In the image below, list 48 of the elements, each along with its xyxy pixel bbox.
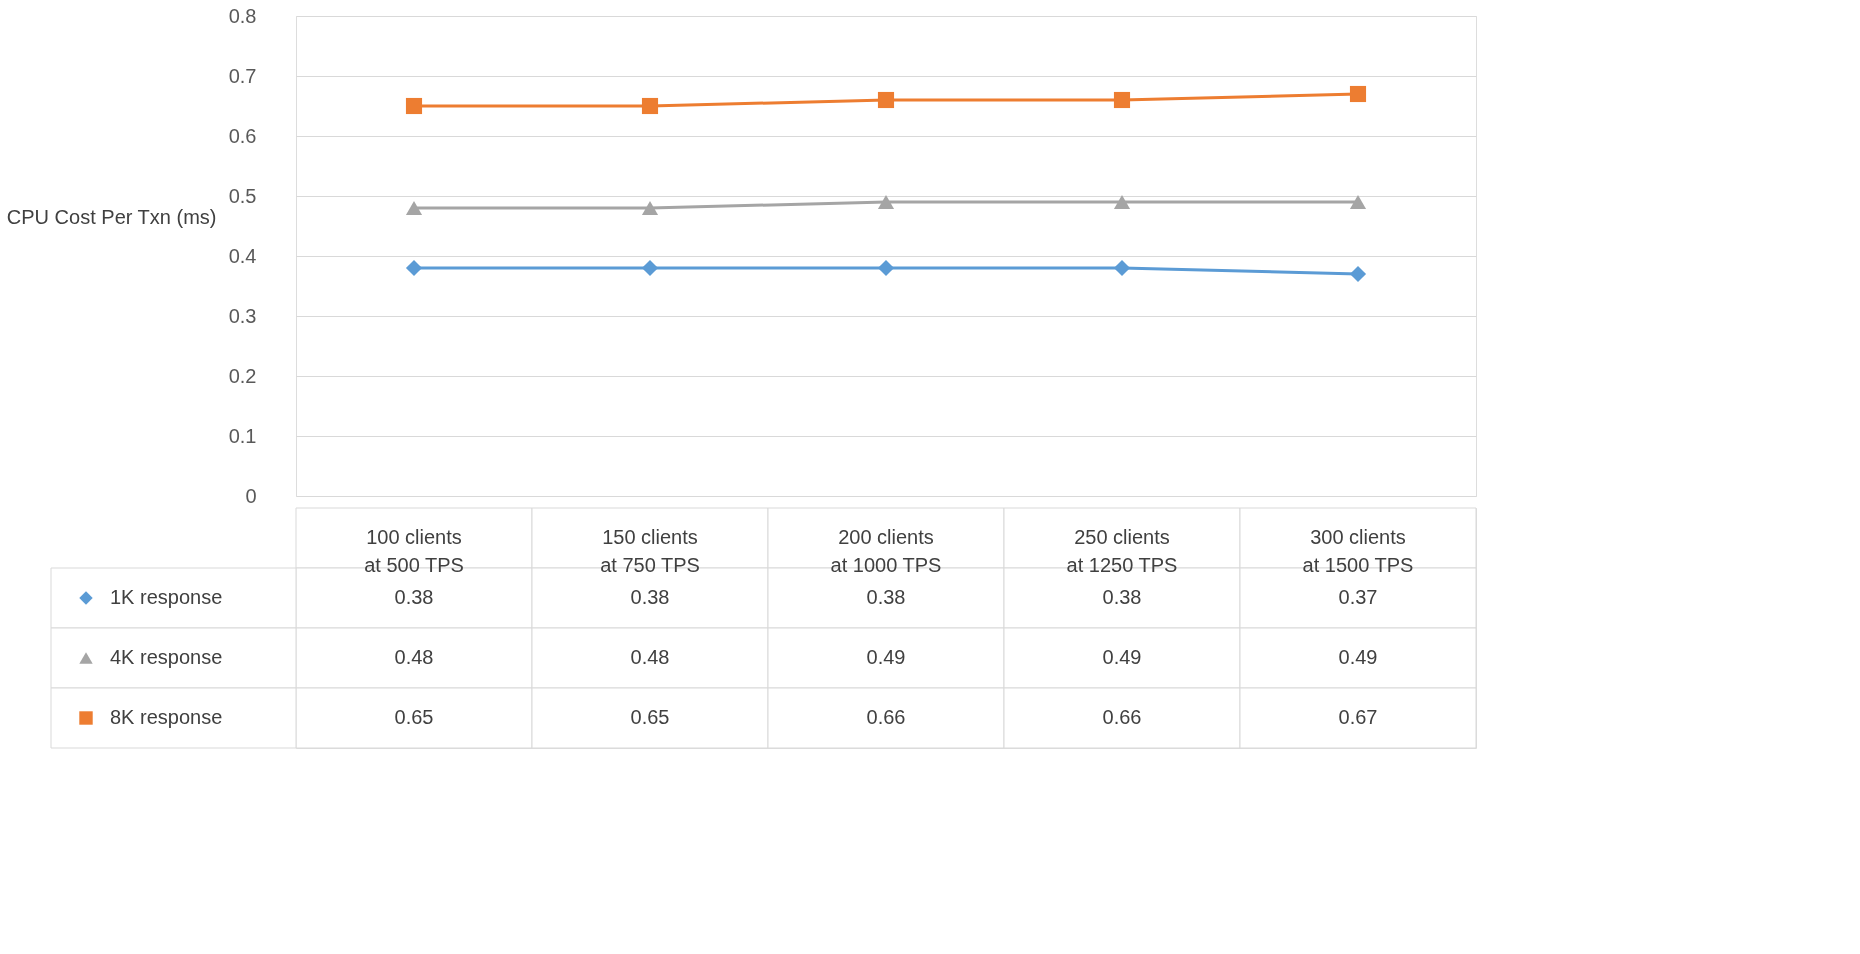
data-label: 0.49 — [1338, 646, 1378, 668]
legend-label: 1K response — [110, 586, 223, 608]
y-tick-label: 0.4 — [228, 244, 257, 267]
data-label: 0.48 — [630, 646, 670, 668]
y-axis-title: CPU Cost Per Txn (ms) — [6, 206, 217, 229]
y-tick-label: 0.8 — [228, 4, 257, 27]
x-tick-label: 250 clients at 1250 TPS — [1066, 526, 1178, 576]
data-label: 0.49 — [1102, 646, 1142, 668]
point — [877, 259, 895, 277]
data-label: 0.38 — [630, 586, 670, 608]
y-tick-label: 0.6 — [228, 124, 257, 147]
x-tick-label: 300 clients at 1500 TPS — [1302, 526, 1414, 576]
point — [1349, 195, 1367, 209]
y-tick-label: 0.3 — [228, 304, 257, 327]
point — [1349, 265, 1367, 283]
data-label: 0.38 — [1102, 586, 1142, 608]
data-label: 0.49 — [866, 646, 906, 668]
point — [405, 97, 423, 115]
y-tick-label: 0 — [245, 484, 257, 507]
data-label: 0.65 — [394, 706, 434, 728]
data-label: 0.38 — [866, 586, 906, 608]
point — [877, 91, 895, 109]
point — [641, 97, 659, 115]
y-tick-label: 0.7 — [228, 64, 257, 87]
x-tick-label: 100 clients at 500 TPS — [364, 526, 464, 576]
point — [1113, 91, 1131, 109]
point — [641, 259, 659, 277]
data-label: 0.66 — [1102, 706, 1142, 728]
data-label: 0.65 — [630, 706, 670, 728]
data-label: 0.66 — [866, 706, 906, 728]
point — [641, 201, 659, 215]
y-tick-label: 0.1 — [228, 424, 257, 447]
x-tick-label: 200 clients at 1000 TPS — [830, 526, 942, 576]
x-tick-label: 150 clients at 750 TPS — [600, 526, 700, 576]
point — [1349, 85, 1367, 103]
y-tick-label: 0.5 — [228, 184, 257, 207]
data-label: 0.37 — [1338, 586, 1378, 608]
legend-label: 4K response — [110, 646, 223, 668]
point — [405, 201, 423, 215]
data-label: 0.48 — [394, 646, 434, 668]
y-tick-label: 0.2 — [228, 364, 257, 387]
legend-label: 8K response — [110, 706, 223, 728]
data-label: 0.67 — [1338, 706, 1378, 728]
point — [1113, 195, 1131, 209]
data-label: 0.38 — [394, 586, 434, 608]
point — [1113, 259, 1131, 277]
point — [877, 195, 895, 209]
point — [405, 259, 423, 277]
